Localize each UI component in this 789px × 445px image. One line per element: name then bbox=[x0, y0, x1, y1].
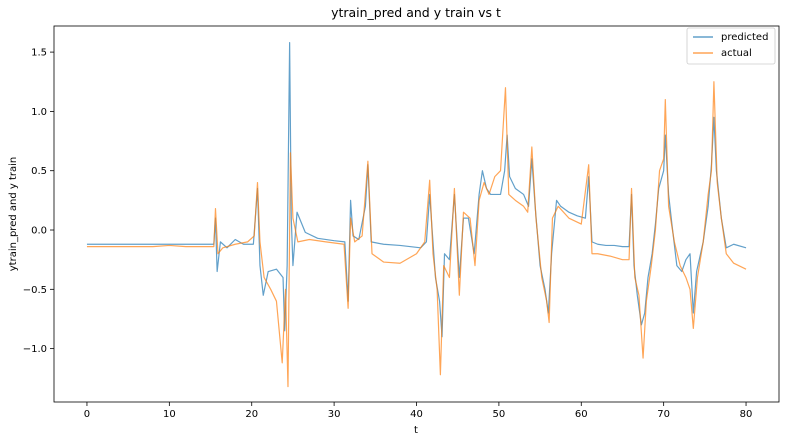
y-tick-label: −1.0 bbox=[23, 344, 47, 355]
x-tick-label: 80 bbox=[740, 409, 753, 420]
y-tick-label: 0.0 bbox=[31, 226, 47, 237]
y-axis-label: ytrain_pred and y train bbox=[8, 157, 19, 271]
series-layer bbox=[86, 42, 747, 388]
x-tick-label: 70 bbox=[657, 409, 670, 420]
legend-predicted-label: predicted bbox=[721, 32, 768, 43]
x-axis-label: t bbox=[414, 425, 418, 436]
y-axis: −1.0 −0.5 0.0 0.5 1.0 1.5 bbox=[23, 48, 54, 355]
x-tick-label: 50 bbox=[493, 409, 506, 420]
y-tick-label: 1.5 bbox=[31, 48, 47, 59]
x-tick-label: 40 bbox=[410, 409, 423, 420]
series-line-actual bbox=[86, 81, 747, 388]
x-tick-label: 10 bbox=[163, 409, 176, 420]
legend: predicted actual bbox=[686, 27, 776, 65]
x-tick-label: 0 bbox=[84, 409, 90, 420]
x-tick-label: 30 bbox=[328, 409, 341, 420]
x-tick-label: 20 bbox=[245, 409, 258, 420]
y-tick-label: 0.5 bbox=[31, 166, 47, 177]
chart-title: ytrain_pred and y train vs t bbox=[331, 5, 501, 20]
y-tick-label: −0.5 bbox=[23, 285, 47, 296]
x-tick-label: 60 bbox=[575, 409, 588, 420]
legend-actual-label: actual bbox=[721, 48, 752, 59]
y-tick-label: 1.0 bbox=[31, 107, 47, 118]
series-line-predicted bbox=[86, 42, 747, 338]
x-axis: 0 10 20 30 40 50 60 70 80 bbox=[84, 402, 753, 420]
